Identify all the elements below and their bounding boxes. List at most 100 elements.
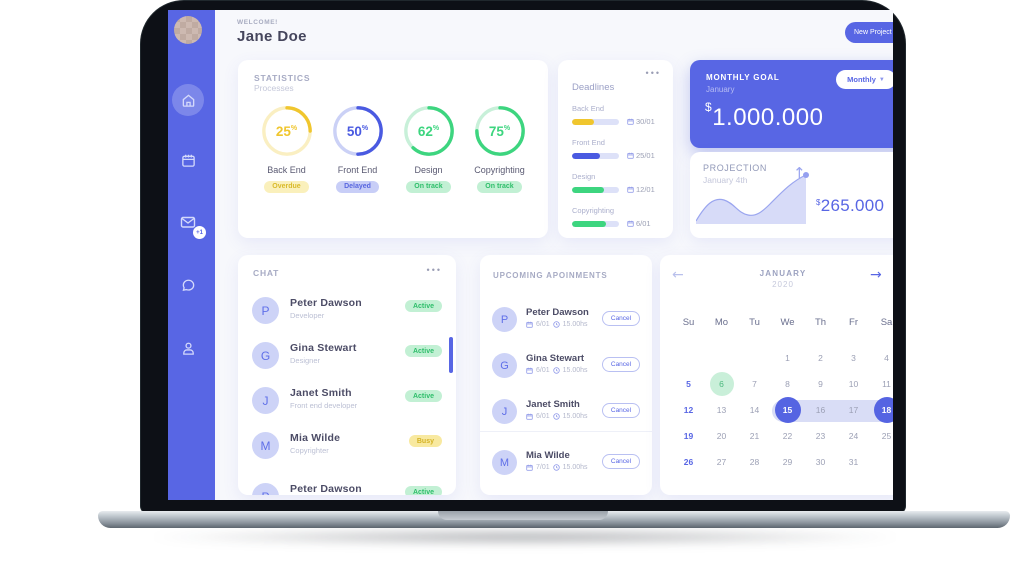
progress-fill	[572, 186, 604, 193]
avatar: G	[252, 342, 279, 369]
avatar: P	[252, 297, 279, 324]
status-badge: Active	[404, 345, 442, 357]
calendar-day[interactable]	[870, 449, 893, 475]
calendar-day-range-end[interactable]: 18	[870, 397, 893, 423]
calendar-day[interactable]: 13	[716, 405, 727, 415]
cancel-appointment-button[interactable]: Cancel	[602, 357, 640, 372]
chevron-down-icon: ▼	[878, 76, 885, 83]
deadline-item: Back End 30/01	[572, 104, 655, 126]
selected-range-band	[772, 400, 893, 422]
calendar-day[interactable]	[705, 345, 738, 371]
calendar-day-range-start[interactable]: 15	[771, 397, 804, 423]
sidebar-item-profile[interactable]	[172, 332, 204, 364]
calendar-day[interactable]: 26	[683, 457, 694, 467]
calendar-day[interactable]: 8	[785, 379, 790, 389]
dashboard-screen: +1 WELCOME! Jane Doe New Project STATIST…	[168, 10, 893, 500]
chat-contact-row[interactable]: M Mia Wilde Copyrighter Busy	[238, 430, 456, 474]
calendar-day-in-range[interactable]: 17	[848, 405, 859, 415]
avatar: M	[492, 450, 517, 475]
cancel-appointment-button[interactable]: Cancel	[602, 454, 640, 469]
monthly-goal-title: MONTHLY GOAL	[706, 73, 780, 82]
process-donuts: 25% Back End Overdue 50% Front End Delay…	[251, 104, 535, 193]
chat-contact-row[interactable]: P Peter Dawson Developer Active	[238, 295, 456, 339]
more-options-icon[interactable]	[427, 265, 442, 275]
avatar: J	[492, 399, 517, 424]
status-badge: Busy	[408, 435, 442, 447]
new-project-button[interactable]: New Project	[845, 22, 893, 43]
calendar-day[interactable]: 3	[851, 353, 856, 363]
calendar-day[interactable]: 11	[882, 379, 891, 389]
calendar-day[interactable]: 28	[749, 457, 760, 467]
calendar-icon	[181, 154, 195, 167]
chat-title: CHAT	[253, 268, 280, 278]
donut-label: Copyrighting	[474, 165, 525, 175]
scrollbar-thumb[interactable]	[449, 337, 453, 373]
statistics-subtitle: Processes	[254, 83, 294, 93]
avatar: G	[492, 353, 517, 378]
appointment-row: J Janet Smith 6/01 15.00hs Cancel	[480, 397, 652, 437]
donut-copyrighting: 75% Copyrighting On track	[464, 104, 535, 193]
calendar-day[interactable]: 27	[716, 457, 727, 467]
chat-contact-row[interactable]: J Janet Smith Front end developer Active	[238, 385, 456, 429]
sidebar: +1	[168, 10, 215, 500]
chat-contact-row[interactable]: G Gina Stewart Designer Active	[238, 340, 456, 384]
user-avatar[interactable]	[174, 16, 202, 44]
chat-contact-row[interactable]: P Peter Dawson Active	[238, 481, 456, 495]
calendar-day[interactable]: 9	[818, 379, 823, 389]
calendar-day[interactable]: 19	[683, 431, 694, 441]
calendar-day[interactable]: 25	[881, 431, 892, 441]
calendar-icon	[627, 118, 634, 125]
more-options-icon[interactable]	[646, 68, 661, 78]
clock-icon	[552, 413, 560, 420]
calendar-day[interactable]: 23	[815, 431, 826, 441]
calendar-day[interactable]: 1	[785, 353, 790, 363]
donut-design: 62% Design On track	[393, 104, 464, 193]
calendar-day[interactable]: 30	[815, 457, 826, 467]
monthly-goal-month: January	[706, 85, 735, 94]
laptop-base-notch	[438, 511, 608, 520]
sidebar-item-calendar[interactable]	[172, 144, 204, 176]
projection-amount: $265.000	[816, 196, 885, 215]
progress-fill	[572, 220, 607, 227]
calendar-day[interactable]: 21	[749, 431, 760, 441]
welcome-label: WELCOME!	[237, 19, 278, 26]
calendar-day[interactable]: 22	[782, 431, 793, 441]
calendar-day[interactable]: 12	[683, 405, 694, 415]
calendar-day-highlighted[interactable]: 6	[705, 371, 738, 397]
calendar-day[interactable]: 20	[716, 431, 727, 441]
status-badge: Active	[404, 390, 442, 402]
cancel-appointment-button[interactable]: Cancel	[602, 311, 640, 326]
calendar-day[interactable]: 24	[848, 431, 859, 441]
donut-back-end: 25% Back End Overdue	[251, 104, 322, 193]
deadline-item: Design 12/01	[572, 172, 655, 194]
sidebar-item-mail[interactable]: +1	[172, 206, 206, 239]
calendar-day[interactable]: 4	[884, 353, 889, 363]
calendar-day[interactable]: 29	[782, 457, 793, 467]
calendar-day[interactable]: 14	[749, 405, 760, 415]
statistics-card: STATISTICS Processes 25% Back End Overdu…	[238, 60, 548, 238]
calendar-icon	[526, 367, 533, 374]
calendar-day[interactable]: 7	[752, 379, 757, 389]
sidebar-item-home[interactable]	[172, 84, 204, 116]
calendar-day[interactable]: 31	[848, 457, 859, 467]
cancel-appointment-button[interactable]: Cancel	[602, 403, 640, 418]
calendar-icon	[526, 321, 533, 328]
calendar-day-in-range[interactable]: 16	[815, 405, 826, 415]
deadline-date: 12/01	[627, 185, 655, 194]
period-select[interactable]: Monthly ▼	[836, 70, 893, 89]
calendar-day[interactable]	[672, 345, 705, 371]
status-badge: Delayed	[336, 180, 379, 193]
clock-icon	[552, 321, 560, 328]
calendar-next-arrow[interactable]: →	[870, 267, 882, 283]
calendar-prev-arrow[interactable]: ←	[672, 267, 684, 283]
sidebar-item-chat[interactable]	[172, 269, 204, 301]
progress-track	[572, 220, 619, 227]
calendar-day[interactable]: 5	[686, 379, 691, 389]
calendar-day[interactable]: 10	[848, 379, 859, 389]
calendar-day[interactable]	[738, 345, 771, 371]
chat-bubble-icon	[182, 279, 194, 291]
calendar-day[interactable]: 2	[818, 353, 823, 363]
avatar: J	[252, 387, 279, 414]
status-badge: On track	[477, 180, 522, 193]
